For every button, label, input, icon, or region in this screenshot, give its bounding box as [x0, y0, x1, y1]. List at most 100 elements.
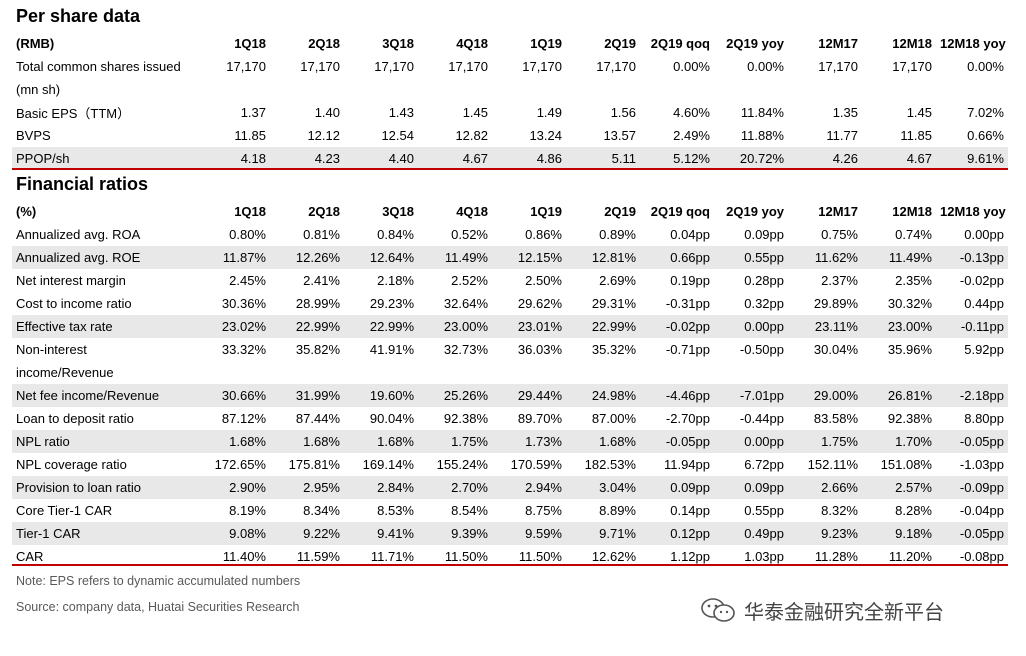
table-cell: 4.86 [492, 147, 566, 170]
table-cell: 0.44pp [964, 296, 1004, 311]
table-cell: 17,170 [818, 59, 858, 74]
table-cell: 11.50% [444, 549, 488, 564]
column-header: 2Q19 [604, 36, 636, 51]
table-cell: 2.41% [303, 273, 340, 288]
table-cell: 9.23% [788, 522, 862, 545]
table-cell: 22.99% [270, 315, 344, 338]
table-cell: 8.53% [377, 503, 414, 518]
row-label: Total common shares issued [16, 59, 181, 74]
table-cell: 11.59% [296, 549, 340, 564]
column-header: 12M18 yoy [940, 204, 1006, 219]
row-label: (mn sh) [16, 82, 61, 97]
table-cell [270, 78, 344, 101]
table-cell: 9.08% [202, 522, 270, 545]
row-label: PPOP/sh [12, 147, 202, 170]
per-share-title: Per share data [16, 6, 141, 26]
table-cell: 11.88% [740, 128, 784, 143]
table-cell: -0.05pp [640, 430, 714, 453]
table-cell: 90.04% [369, 411, 414, 426]
column-header: 12M18 [892, 204, 932, 219]
table-cell: -0.13pp [936, 246, 1008, 269]
table-cell: 87.00% [591, 411, 636, 426]
table-cell: 12.82 [455, 128, 488, 143]
table-cell: 2.45% [229, 273, 266, 288]
table-cell: 29.62% [517, 296, 562, 311]
table-cell: 0.74% [895, 227, 932, 242]
table-cell: 30.36% [221, 296, 266, 311]
source-note: Source: company data, Huatai Securities … [16, 600, 300, 614]
table-cell [640, 361, 714, 384]
table-cell: 4.67 [418, 147, 492, 170]
table-cell: 9.39% [418, 522, 492, 545]
table-cell: -0.05pp [936, 430, 1008, 453]
table-cell: 28.99% [295, 296, 340, 311]
table-cell [566, 361, 640, 384]
table-cell: 35.32% [591, 342, 636, 357]
table-cell [862, 78, 936, 101]
table-cell: 155.24% [436, 457, 488, 472]
table-cell: 0.49pp [714, 522, 788, 545]
table-cell: 5.12% [640, 147, 714, 170]
table-row: BVPS 11.85 12.12 12.54 12.82 13.24 13.57 2.49% 1… [12, 124, 1008, 147]
table-cell: 23.00% [418, 315, 492, 338]
row-label: Core Tier-1 CAR [16, 503, 113, 518]
table-cell: 4.26 [788, 147, 862, 170]
table-cell: 8.80pp [964, 411, 1004, 426]
table-cell: 0.14pp [670, 503, 710, 518]
table-cell: 4.23 [270, 147, 344, 170]
table-cell: 17,170 [226, 59, 266, 74]
table-cell: -0.02pp [640, 315, 714, 338]
table-cell: -0.31pp [665, 296, 710, 311]
table-cell: 2.57% [862, 476, 936, 499]
table-cell: 4.40 [344, 147, 418, 170]
table-cell: 0.00% [673, 59, 710, 74]
table-cell: 26.81% [862, 384, 936, 407]
table-cell: 30.32% [887, 296, 932, 311]
table-cell: 11.84% [740, 105, 784, 120]
column-header: 12M17 [818, 204, 858, 219]
table-cell [862, 361, 936, 384]
table-cell: 4.60% [673, 105, 710, 120]
table-cell: 17,170 [892, 59, 932, 74]
table-cell: 11.87% [202, 246, 270, 269]
table-cell: 17,170 [596, 59, 636, 74]
table-cell: 0.55pp [744, 503, 784, 518]
table-cell: 0.84% [377, 227, 414, 242]
table-cell: 11.50% [518, 549, 562, 564]
table-cell: 0.66% [967, 128, 1004, 143]
row-label: Non-interest [16, 342, 87, 357]
financial-ratios-title: Financial ratios [16, 174, 149, 194]
table-cell [418, 361, 492, 384]
table-cell [714, 78, 788, 101]
table-cell: 170.59% [510, 457, 562, 472]
table-cell: 23.11% [788, 315, 862, 338]
table-cell: 29.23% [369, 296, 414, 311]
table-cell: 11.49% [418, 246, 492, 269]
per-share-table: (RMB) 1Q18 2Q18 3Q18 4Q18 1Q19 2Q19 2Q19 qoq 2Q1… [12, 32, 1008, 170]
table-cell: 29.44% [492, 384, 566, 407]
table-cell: 22.99% [566, 315, 640, 338]
table-row: Tier-1 CAR 9.08% 9.22% 9.41% 9.39% 9.59% 9.71%… [12, 522, 1008, 545]
row-label: BVPS [16, 128, 51, 143]
table-cell: 0.00% [747, 59, 784, 74]
table-cell: 87.44% [295, 411, 340, 426]
table-row: Total common shares issued 17,170 17,170 17… [12, 55, 1008, 78]
table-cell: 11.62% [788, 246, 862, 269]
table-cell [344, 78, 418, 101]
table-cell [270, 361, 344, 384]
table-cell: 1.03pp [744, 549, 784, 564]
table-cell: 1.45 [462, 105, 488, 120]
row-label: NPL ratio [12, 430, 202, 453]
table-cell: 12.54 [381, 128, 414, 143]
table-cell: 9.59% [492, 522, 566, 545]
table-cell: 11.85 [234, 128, 266, 143]
table-cell: 1.75% [418, 430, 492, 453]
table-cell: -2.18pp [936, 384, 1008, 407]
table-cell: 2.90% [202, 476, 270, 499]
table-row: PPOP/sh 4.18 4.23 4.40 4.67 4.86 5.11 5.12% 20.7… [12, 147, 1008, 170]
table-cell: 20.72% [714, 147, 788, 170]
table-cell: 0.12pp [640, 522, 714, 545]
ratios-divider [12, 564, 1008, 566]
table-cell [566, 78, 640, 101]
